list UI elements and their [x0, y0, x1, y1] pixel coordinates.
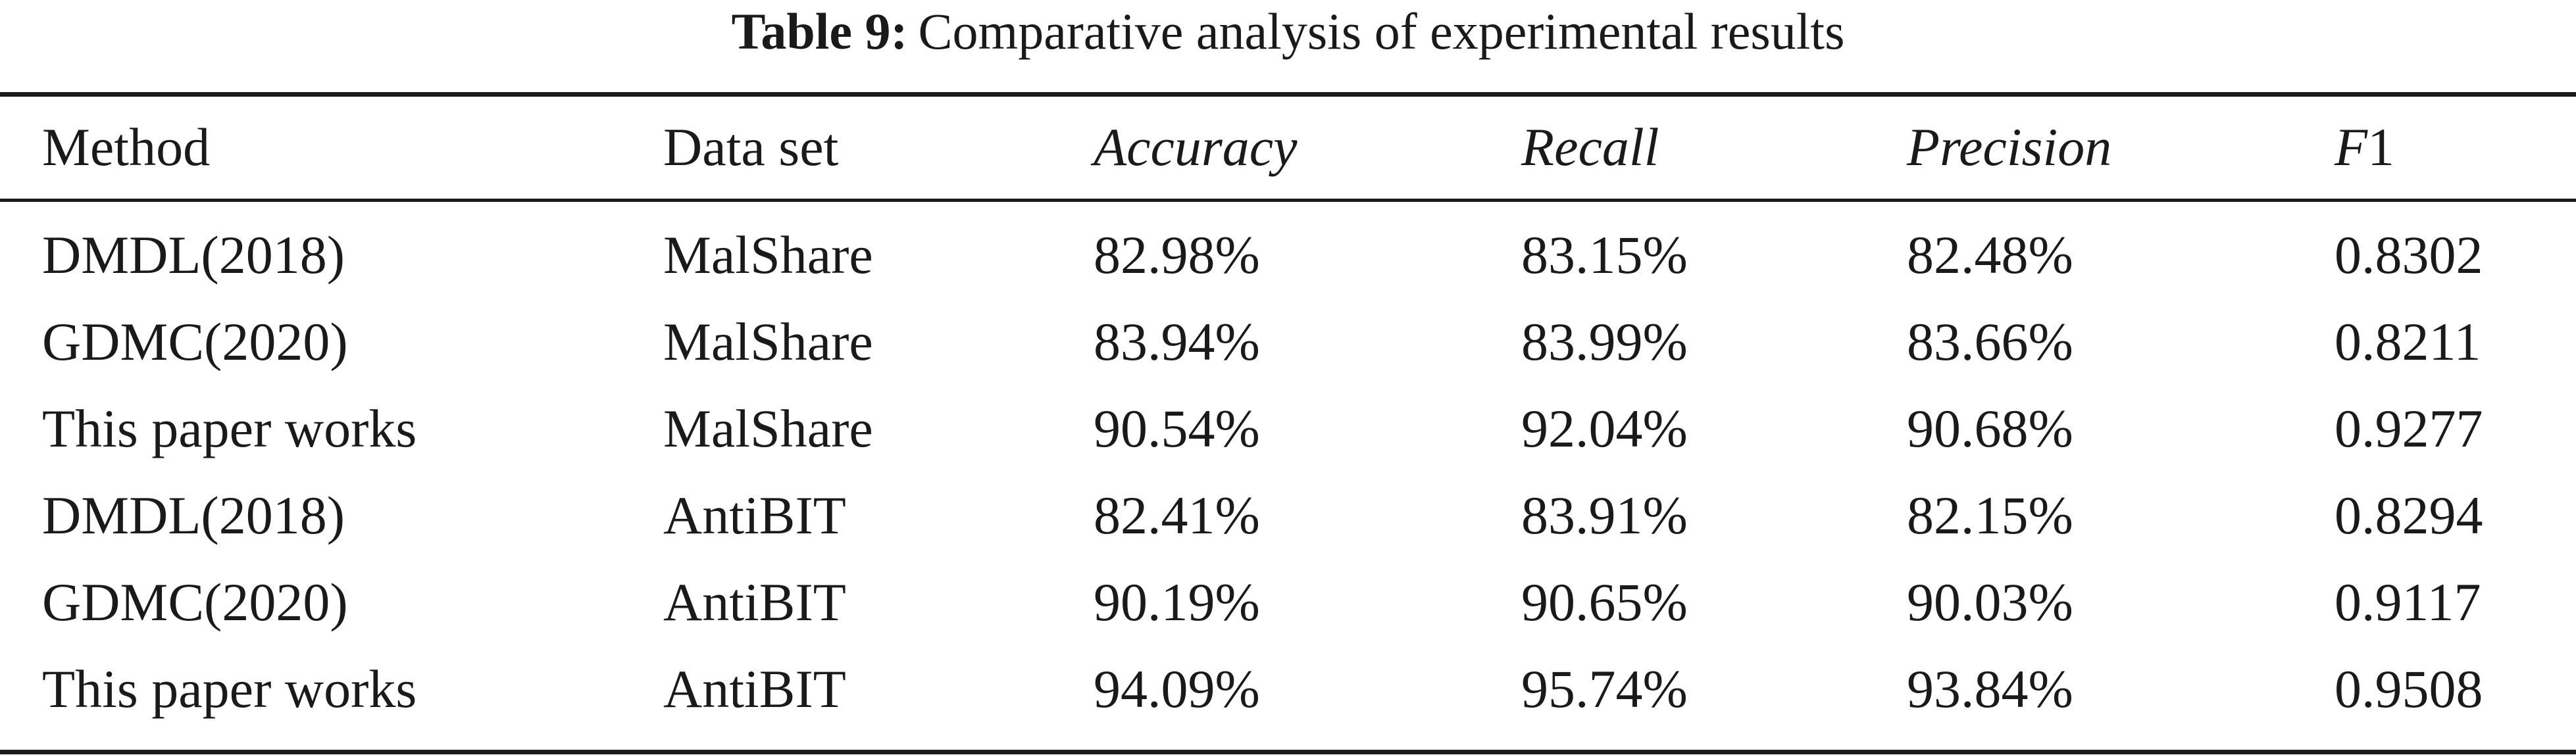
cell-method: GDMC(2020): [42, 572, 348, 632]
cell-method: DMDL(2018): [42, 485, 345, 545]
cell-accuracy: 90.19%: [1094, 572, 1260, 632]
cell-method: This paper works: [42, 659, 417, 719]
cell-data-set: MalShare: [663, 399, 873, 458]
cell-recall: 83.91%: [1521, 485, 1688, 545]
cell-accuracy: 83.94%: [1094, 312, 1260, 372]
table-row: This paper works AntiBIT 94.09% 95.74% 9…: [0, 646, 2576, 733]
caption-text: Comparative analysis of experimental res…: [918, 3, 1845, 60]
cell-precision: 90.68%: [1907, 399, 2073, 458]
f1-digit: 1: [2367, 117, 2395, 177]
top-rule: [0, 92, 2576, 97]
cell-recall: 83.15%: [1521, 225, 1688, 285]
cell-f1: 0.8294: [2335, 485, 2483, 545]
table-row: GDMC(2020) MalShare 83.94% 83.99% 83.66%…: [0, 299, 2576, 385]
cell-method: This paper works: [42, 399, 417, 458]
cell-data-set: MalShare: [663, 312, 873, 372]
cell-recall: 83.99%: [1521, 312, 1688, 372]
cell-data-set: AntiBIT: [663, 572, 846, 632]
table-caption: Table 9: Comparative analysis of experime…: [0, 0, 2576, 72]
cell-precision: 90.03%: [1907, 572, 2073, 632]
cell-f1: 0.9117: [2335, 572, 2481, 632]
cell-accuracy: 94.09%: [1094, 659, 1260, 719]
table-row: DMDL(2018) MalShare 82.98% 83.15% 82.48%…: [0, 212, 2576, 299]
cell-f1: 0.9277: [2335, 399, 2483, 458]
column-header-data-set: Data set: [663, 117, 839, 177]
cell-data-set: AntiBIT: [663, 659, 846, 719]
cell-recall: 95.74%: [1521, 659, 1688, 719]
cell-accuracy: 82.98%: [1094, 225, 1260, 285]
cell-precision: 82.48%: [1907, 225, 2073, 285]
cell-f1: 0.8211: [2335, 312, 2481, 372]
cell-recall: 92.04%: [1521, 399, 1688, 458]
header-rule: [0, 199, 2576, 202]
column-header-accuracy: Accuracy: [1094, 117, 1298, 177]
cell-method: DMDL(2018): [42, 225, 345, 285]
column-header-method: Method: [42, 117, 211, 177]
cell-f1: 0.9508: [2335, 659, 2483, 719]
header-row: Method Data set Accuracy Recall Precisio…: [0, 104, 2576, 191]
cell-precision: 83.66%: [1907, 312, 2073, 372]
cell-accuracy: 90.54%: [1094, 399, 1260, 458]
cell-accuracy: 82.41%: [1094, 485, 1260, 545]
table-row: This paper works MalShare 90.54% 92.04% …: [0, 385, 2576, 472]
caption-label: Table 9:: [731, 3, 908, 60]
table-row: GDMC(2020) AntiBIT 90.19% 90.65% 90.03% …: [0, 559, 2576, 646]
cell-data-set: AntiBIT: [663, 485, 846, 545]
table-row: DMDL(2018) AntiBIT 82.41% 83.91% 82.15% …: [0, 472, 2576, 559]
cell-precision: 82.15%: [1907, 485, 2073, 545]
cell-recall: 90.65%: [1521, 572, 1688, 632]
cell-data-set: MalShare: [663, 225, 873, 285]
cell-method: GDMC(2020): [42, 312, 348, 372]
cell-f1: 0.8302: [2335, 225, 2483, 285]
column-header-f1: F1: [2335, 104, 2394, 191]
column-header-precision: Precision: [1907, 117, 2112, 177]
column-header-recall: Recall: [1521, 117, 1659, 177]
f1-letter: F: [2335, 117, 2368, 177]
cell-precision: 93.84%: [1907, 659, 2073, 719]
bottom-rule: [0, 750, 2576, 754]
